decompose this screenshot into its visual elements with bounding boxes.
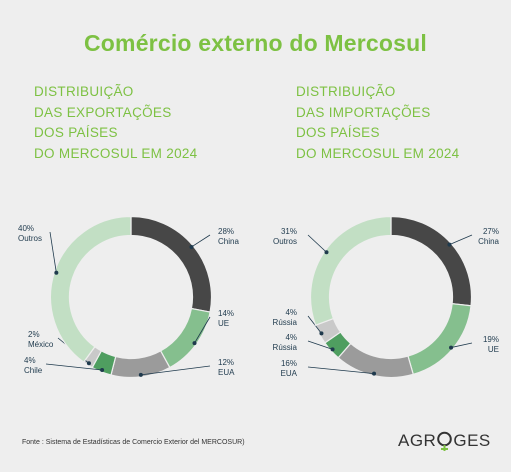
imports-category-label: China [478, 237, 499, 246]
imports-slice-china [390, 215, 473, 307]
logo-text-right: GES [453, 431, 491, 450]
exports-heading: DISTRIBUIÇÃO DAS EXPORTAÇÕES DOS PAÍSES … [34, 82, 234, 164]
exports-pct-label: 4% [24, 356, 36, 365]
exports-leader-line [49, 231, 57, 273]
imports-category-label: Rússia [273, 318, 298, 327]
imports-heading-line: DOS PAÍSES [296, 125, 380, 140]
exports-leader-dot [138, 372, 143, 377]
exports-leader-dot [100, 367, 105, 372]
exports-leader-line [194, 316, 211, 344]
exports-pct-label: 40% [18, 224, 34, 233]
imports-heading-line: DISTRIBUIÇÃO [296, 84, 396, 99]
exports-heading-line: DISTRIBUIÇÃO [34, 84, 134, 99]
imports-leader-line [449, 234, 473, 245]
imports-pct-label: 4% [285, 308, 297, 317]
exports-category-label: China [218, 237, 239, 246]
exports-leader-line [45, 363, 103, 371]
imports-heading-line: DO MERCOSUL EM 2024 [296, 145, 460, 161]
exports-leader-dot [54, 270, 59, 275]
imports-pct-label: 4% [285, 333, 297, 342]
exports-heading-line: DAS EXPORTAÇÕES [34, 104, 172, 120]
imports-leader-line [450, 342, 473, 348]
imports-leader-line [307, 234, 327, 253]
imports-heading-line: DAS IMPORTAÇÕES [296, 104, 431, 120]
imports-leader-line [307, 366, 375, 375]
imports-leader-dot [319, 331, 324, 336]
logo-text-left: AGR [398, 431, 437, 450]
agroges-logo: AGR GES [398, 430, 491, 452]
imports-heading: DISTRIBUIÇÃO DAS IMPORTAÇÕES DOS PAÍSES … [296, 82, 496, 164]
exports-category-label: Outros [18, 234, 42, 243]
exports-pct-label: 14% [218, 309, 234, 318]
imports-leader-dot [324, 250, 329, 255]
imports-leader-dot [447, 242, 452, 247]
imports-pct-label: 19% [483, 335, 499, 344]
imports-pct-label: 27% [483, 227, 499, 236]
imports-leader-line [307, 340, 333, 350]
exports-category-label: México [28, 340, 54, 349]
imports-slice-outros [309, 215, 392, 326]
imports-category-label: Outros [273, 237, 297, 246]
imports-category-label: Rússia [273, 343, 298, 352]
exports-leader-line [191, 234, 211, 248]
exports-leader-dot [86, 361, 91, 366]
imports-pct-label: 31% [281, 227, 297, 236]
exports-category-label: UE [218, 319, 229, 328]
exports-leader-dot [189, 244, 194, 249]
exports-pct-label: 28% [218, 227, 234, 236]
exports-heading-line: DO MERCOSUL EM 2024 [34, 145, 198, 161]
imports-leader-line [307, 315, 322, 334]
exports-heading-line: DOS PAÍSES [34, 125, 118, 140]
exports-pct-label: 2% [28, 330, 40, 339]
page-title: Comércio externo do Mercosul [83, 30, 427, 56]
exports-pct-label: 12% [218, 358, 234, 367]
imports-slice-eua [337, 342, 414, 379]
exports-category-label: Chile [24, 366, 43, 375]
logo-q-icon [437, 431, 453, 451]
imports-slice-ue [407, 303, 472, 376]
exports-slice-china [130, 215, 213, 313]
exports-category-label: EUA [218, 368, 235, 377]
source-note: Fonte : Sistema de Estadísticas de Comer… [22, 439, 245, 446]
exports-slice-ue [159, 307, 211, 369]
imports-pct-label: 16% [281, 359, 297, 368]
imports-leader-dot [449, 345, 454, 350]
imports-leader-dot [330, 347, 335, 352]
exports-leader-line [140, 365, 211, 376]
imports-category-label: UE [488, 345, 499, 354]
imports-leader-dot [372, 371, 377, 376]
exports-slice-outros [49, 215, 132, 363]
imports-category-label: EUA [281, 369, 298, 378]
exports-leader-dot [192, 341, 197, 346]
